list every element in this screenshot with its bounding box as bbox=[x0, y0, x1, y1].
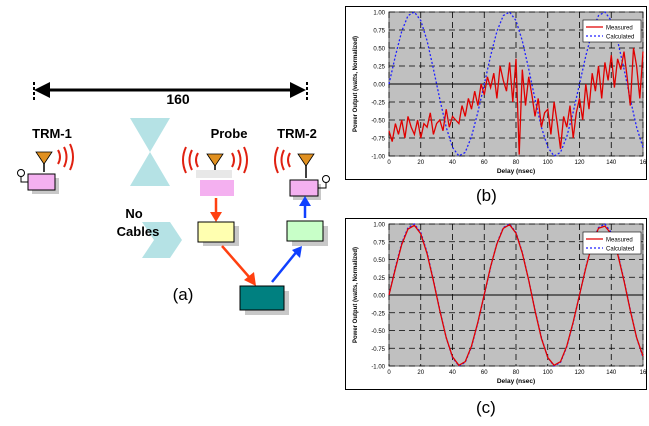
y-tick-label: 0.50 bbox=[373, 258, 385, 264]
series-line-measured bbox=[388, 47, 644, 155]
y-tick-label: 0.75 bbox=[373, 240, 385, 246]
x-tick-label: 0 bbox=[387, 370, 391, 376]
chevron-lower bbox=[142, 222, 182, 258]
trm2-antenna-icon bbox=[274, 146, 315, 178]
x-tick-label: 80 bbox=[513, 160, 520, 166]
y-tick-label: -0.75 bbox=[371, 137, 385, 143]
x-tick-label: 120 bbox=[574, 160, 585, 166]
tx-module bbox=[286, 220, 324, 242]
y-tick-label: 0.25 bbox=[373, 276, 385, 282]
probe-highlight bbox=[196, 170, 232, 178]
processor-to-tx-arrow bbox=[271, 249, 299, 283]
y-tick-label: 1.00 bbox=[373, 223, 385, 229]
x-tick-label: 60 bbox=[481, 370, 488, 376]
x-tick-label: 140 bbox=[606, 160, 617, 166]
y-tick-label: -1.00 bbox=[371, 365, 385, 371]
x-tick-label: 80 bbox=[513, 370, 520, 376]
legend-box bbox=[582, 231, 642, 255]
distance-indicator bbox=[33, 82, 308, 100]
x-tick-label: 20 bbox=[417, 370, 424, 376]
probe-antenna-icon bbox=[182, 146, 248, 178]
x-tick-label: 100 bbox=[543, 370, 554, 376]
y-tick-label: 0.25 bbox=[373, 65, 385, 71]
x-tick-label: 16 bbox=[640, 370, 647, 376]
x-tick-label: 140 bbox=[606, 370, 617, 376]
x-axis-label: Delay (nsec) bbox=[497, 168, 535, 175]
y-tick-label: 1.00 bbox=[373, 11, 385, 17]
x-tick-label: 60 bbox=[481, 160, 488, 166]
y-tick-label: -0.50 bbox=[371, 329, 385, 335]
chevron-upper bbox=[130, 118, 170, 186]
trm1-label: TRM-1 bbox=[32, 126, 72, 141]
y-axis-label: Power Output (watts, Normalized) bbox=[353, 36, 359, 132]
trm1-box bbox=[27, 173, 56, 191]
y-tick-label: 0.50 bbox=[373, 47, 385, 53]
probe-box bbox=[200, 180, 234, 196]
y-axis-label: Power Output (watts, Normalized) bbox=[353, 247, 359, 343]
no-cables-line1: No bbox=[125, 206, 142, 221]
panel-c-label: (c) bbox=[476, 398, 496, 417]
system-diagram: 160 TRM-1 Probe TRM-2 bbox=[17, 82, 330, 315]
y-tick-label: -0.50 bbox=[371, 119, 385, 125]
trm2-connector-icon bbox=[318, 175, 330, 189]
trm1-antenna-icon bbox=[35, 143, 74, 172]
rx-to-processor-arrow bbox=[221, 245, 251, 279]
rx-module bbox=[197, 221, 235, 243]
legend-entry: Calculated bbox=[606, 35, 634, 41]
y-tick-label: 0.00 bbox=[373, 294, 385, 300]
y-tick-label: -0.75 bbox=[371, 347, 385, 353]
panel-a-label: (a) bbox=[173, 285, 194, 304]
legend-entry: Measured bbox=[606, 238, 633, 244]
no-cables-line2: Cables bbox=[117, 224, 160, 239]
trm2-box bbox=[289, 179, 319, 197]
y-tick-label: -0.25 bbox=[371, 311, 385, 317]
series-line-calculated bbox=[388, 11, 644, 157]
probe-label: Probe bbox=[211, 126, 248, 141]
panel-b-label: (b) bbox=[476, 186, 497, 205]
processor-module bbox=[239, 285, 285, 311]
legend-entry: Measured bbox=[606, 26, 633, 32]
x-tick-label: 120 bbox=[574, 370, 585, 376]
legend-entry: Calculated bbox=[606, 247, 634, 253]
chart-b: 1.00 0.75 0.50 0.25 0.00 -0.25 -0.50 -0.75 -1.00… bbox=[345, 6, 647, 180]
x-tick-label: 20 bbox=[417, 160, 424, 166]
y-tick-label: -1.00 bbox=[371, 155, 385, 161]
y-tick-label: -0.25 bbox=[371, 101, 385, 107]
legend-box bbox=[582, 19, 642, 43]
x-tick-label: 40 bbox=[449, 160, 456, 166]
series-line-measured bbox=[388, 223, 644, 367]
trm1-connector-icon bbox=[17, 169, 28, 183]
distance-label: 160 bbox=[166, 91, 190, 107]
x-axis-label: Delay (nsec) bbox=[497, 378, 535, 385]
x-tick-label: 100 bbox=[543, 160, 554, 166]
x-tick-label: 0 bbox=[387, 160, 391, 166]
chart-c: 1.00 0.75 0.50 0.25 0.00 -0.25 -0.50 -0.75 -1.00… bbox=[345, 218, 647, 390]
y-tick-label: 0.00 bbox=[373, 83, 385, 89]
x-tick-label: 40 bbox=[449, 370, 456, 376]
y-tick-label: 0.75 bbox=[373, 29, 385, 35]
trm2-label: TRM-2 bbox=[277, 126, 317, 141]
x-tick-label: 16 bbox=[640, 160, 647, 166]
